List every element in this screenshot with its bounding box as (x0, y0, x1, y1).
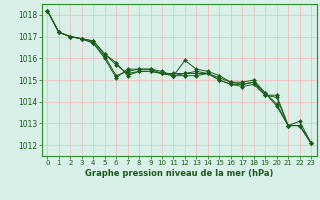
X-axis label: Graphe pression niveau de la mer (hPa): Graphe pression niveau de la mer (hPa) (85, 169, 273, 178)
